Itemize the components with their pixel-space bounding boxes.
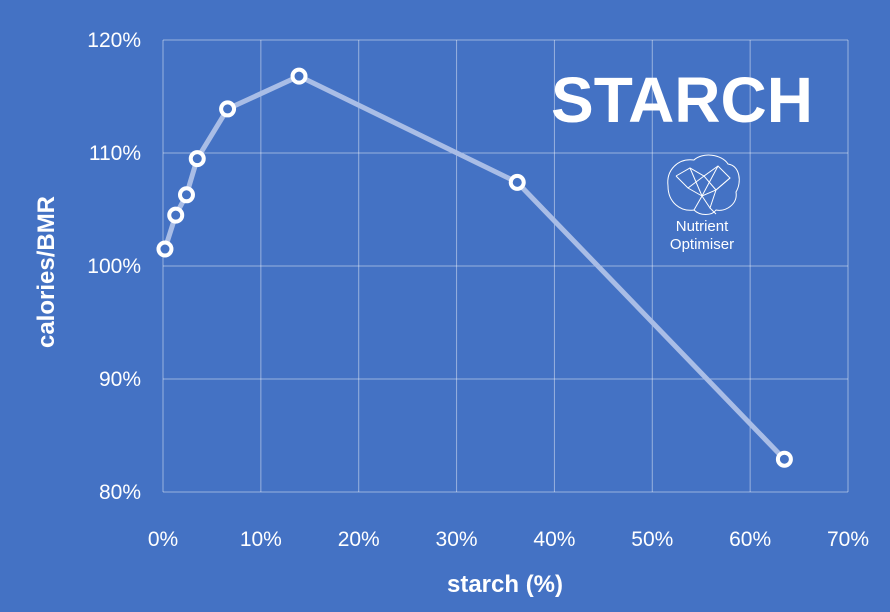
x-axis-ticks: 0% 10% 20% 30% 40% 50% 60% 70% — [148, 528, 869, 551]
y-axis-label: calories/BMR — [33, 196, 60, 348]
data-point — [177, 186, 195, 204]
logo-text-line2: Optimiser — [670, 236, 734, 253]
y-axis-ticks: 80% 90% 100% 110% 120% — [87, 29, 141, 504]
data-point — [219, 100, 237, 118]
series-layer — [156, 67, 793, 468]
data-point — [167, 206, 185, 224]
x-tick-label: 30% — [436, 528, 478, 551]
y-tick-label: 80% — [99, 481, 141, 504]
x-axis-label: starch (%) — [447, 571, 563, 598]
x-tick-label: 50% — [631, 528, 673, 551]
chart-title: STARCH — [551, 64, 813, 136]
x-tick-label: 70% — [827, 528, 869, 551]
y-tick-label: 110% — [89, 142, 141, 165]
logo-text-line1: Nutrient — [676, 218, 729, 235]
nutrient-optimiser-logo: Nutrient Optimiser — [667, 154, 740, 253]
y-tick-label: 100% — [87, 255, 141, 278]
data-point — [508, 173, 526, 191]
y-tick-label: 90% — [99, 368, 141, 391]
x-tick-label: 40% — [533, 528, 575, 551]
data-point — [290, 67, 308, 85]
data-point — [156, 240, 174, 258]
x-tick-label: 60% — [729, 528, 771, 551]
x-tick-label: 20% — [338, 528, 380, 551]
grid-lines — [162, 39, 849, 493]
x-tick-label: 10% — [240, 528, 282, 551]
brain-network-icon — [667, 154, 740, 215]
data-point — [775, 450, 793, 468]
y-tick-label: 120% — [87, 29, 141, 52]
data-point — [188, 150, 206, 168]
x-tick-label: 0% — [148, 528, 178, 551]
